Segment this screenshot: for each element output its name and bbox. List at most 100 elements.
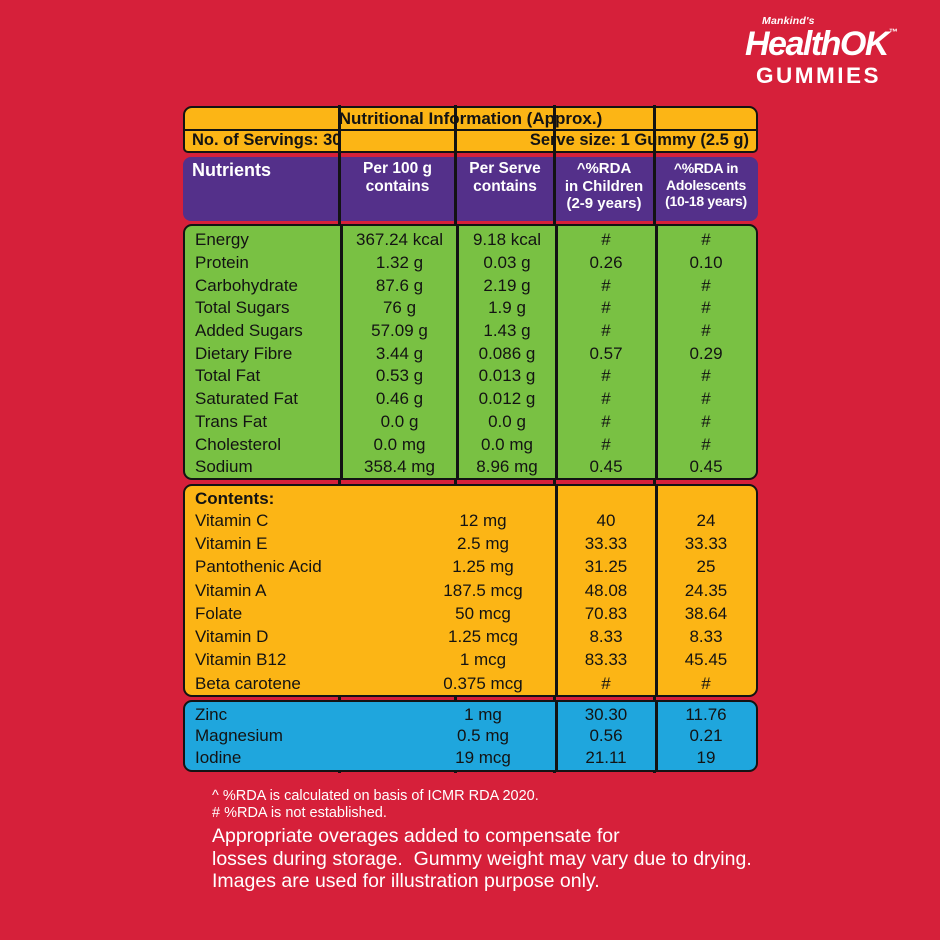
rda-adolescents-value: 0.29 bbox=[689, 343, 723, 363]
brand-logo: Mankind's HealthOK™ GUMMIES bbox=[745, 15, 940, 89]
amount-value: 50 mcg bbox=[455, 603, 511, 623]
amount-value: 12 mg bbox=[459, 510, 507, 530]
amount-value: 0.5 mg bbox=[457, 726, 509, 746]
header-line: contains bbox=[365, 178, 430, 196]
rda-children-value: 70.83 bbox=[584, 603, 628, 623]
rda-source-note: ^ %RDA is calculated on basis of ICMR RD… bbox=[212, 788, 539, 804]
header-line: ^%RDA in bbox=[673, 160, 739, 176]
content-row: Pantothenic Acid 1.25 mg 31.25 25 bbox=[185, 556, 756, 579]
rda-children-value: # bbox=[601, 434, 611, 454]
rda-adolescents-value: 11.76 bbox=[685, 704, 727, 724]
rda-children-value: # bbox=[601, 298, 611, 318]
column-divider bbox=[655, 701, 658, 771]
rda-adolescents-value: # bbox=[701, 434, 711, 454]
amount-value: 1 mcg bbox=[459, 650, 507, 670]
brand-tagline: Mankind's bbox=[762, 15, 815, 27]
footnotes: ^ %RDA is calculated on basis of ICMR RD… bbox=[212, 788, 752, 893]
rda-adolescents-value: # bbox=[701, 298, 711, 318]
nutrients-section-rows: Energy 367.24 kcal 9.18 kcal # # Protein 1.32 … bbox=[185, 229, 756, 479]
mineral-row: Iodine 19 mcg 21.11 19 bbox=[185, 747, 756, 769]
rda-adolescents-value: 0.45 bbox=[689, 457, 723, 477]
per-serve-value: 0.03 g bbox=[483, 253, 531, 273]
per-100g-value: 57.09 g bbox=[371, 321, 428, 341]
per-serve-value: 8.96 mg bbox=[476, 457, 538, 477]
content-row: Vitamin A 187.5 mcg 48.08 24.35 bbox=[185, 579, 756, 602]
column-header-per-serve: Per Serve contains bbox=[456, 157, 554, 221]
nutrient-name: Carbohydrate bbox=[195, 275, 299, 295]
nutrient-name: Saturated Fat bbox=[195, 389, 299, 409]
content-name: Iodine bbox=[195, 747, 242, 767]
nutrient-name: Cholesterol bbox=[195, 434, 281, 454]
per-serve-value: 1.9 g bbox=[488, 298, 526, 318]
rda-children-value: # bbox=[601, 230, 611, 250]
mineral-row: Magnesium 0.5 mg 0.56 0.21 bbox=[185, 726, 756, 748]
nutrient-name: Added Sugars bbox=[195, 321, 303, 341]
content-name: Pantothenic Acid bbox=[195, 557, 322, 577]
amount-value: 1.25 mg bbox=[452, 557, 514, 577]
rda-children-value: 0.26 bbox=[589, 253, 623, 273]
nutrient-name: Energy bbox=[195, 230, 249, 250]
servings-row: No. of Servings: 30 Serve size: 1 Gummy … bbox=[185, 129, 756, 150]
overages-disclaimer-line-1: Appropriate overages added to compensate… bbox=[212, 825, 620, 847]
rda-children-value: 31.25 bbox=[584, 557, 628, 577]
column-divider bbox=[555, 225, 558, 479]
brand-name-text: HealthOK bbox=[745, 25, 889, 63]
per-100g-value: 76 g bbox=[382, 298, 417, 318]
rda-adolescents-value: 8.33 bbox=[689, 627, 723, 647]
nutrition-table: Nutritional Information (Approx.) No. of… bbox=[183, 105, 758, 773]
nutrient-row: Protein 1.32 g 0.03 g 0.26 0.10 bbox=[185, 252, 756, 275]
column-divider bbox=[340, 225, 343, 479]
contents-section: Contents: Vitamin C 12 mg 40 24 Vitamin E 2.5… bbox=[183, 484, 758, 697]
rda-adolescents-value: # bbox=[701, 275, 711, 295]
rda-adolescents-value: # bbox=[701, 389, 711, 409]
rda-children-value: # bbox=[601, 673, 611, 693]
nutrient-name: Trans Fat bbox=[195, 411, 268, 431]
minerals-section-rows: Zinc 1 mg 30.30 11.76 Magnesium 0.5 mg 0.56 0.2… bbox=[185, 704, 756, 769]
rda-not-established-note: # %RDA is not established. bbox=[212, 804, 387, 821]
title-block: Nutritional Information (Approx.) No. of… bbox=[183, 106, 758, 153]
per-serve-value: 0.012 g bbox=[478, 389, 536, 409]
column-divider bbox=[555, 485, 558, 696]
column-divider bbox=[655, 485, 658, 696]
per-100g-value: 0.53 g bbox=[375, 366, 424, 386]
table-title: Nutritional Information (Approx.) bbox=[338, 108, 603, 128]
per-serve-value: 0.086 g bbox=[478, 343, 536, 363]
nutrient-row: Dietary Fibre 3.44 g 0.086 g 0.57 0.29 bbox=[185, 342, 756, 365]
content-row: Vitamin D 1.25 mcg 8.33 8.33 bbox=[185, 625, 756, 648]
rda-adolescents-value: # bbox=[701, 673, 711, 693]
rda-adolescents-value: 38.64 bbox=[684, 603, 728, 623]
per-100g-value: 0.0 g bbox=[380, 411, 419, 431]
mineral-row: Zinc 1 mg 30.30 11.76 bbox=[185, 704, 756, 726]
header-line: Adolescents bbox=[666, 176, 746, 193]
nutrient-name: Sodium bbox=[195, 457, 253, 477]
content-row: Vitamin E 2.5 mg 33.33 33.33 bbox=[185, 532, 756, 555]
content-row: Vitamin C 12 mg 40 24 bbox=[185, 509, 756, 532]
rda-children-value: 30.30 bbox=[584, 704, 628, 724]
nutrient-row: Sodium 358.4 mg 8.96 mg 0.45 0.45 bbox=[185, 456, 756, 479]
rda-adolescents-value: # bbox=[701, 366, 711, 386]
content-row: Beta carotene 0.375 mcg # # bbox=[185, 672, 756, 695]
per-serve-value: 0.0 g bbox=[488, 411, 526, 431]
column-divider bbox=[655, 225, 658, 479]
rda-children-value: 48.08 bbox=[584, 580, 628, 600]
column-header-rda-adolescents: ^%RDA in Adolescents (10-18 years) bbox=[654, 157, 758, 221]
amount-value: 1.25 mcg bbox=[448, 627, 518, 647]
brand-product: GUMMIES bbox=[756, 63, 882, 88]
content-name: Zinc bbox=[195, 704, 228, 724]
header-line: in Children bbox=[564, 177, 644, 195]
rda-children-value: 0.57 bbox=[589, 343, 623, 363]
brand-name: HealthOK™ bbox=[745, 27, 940, 61]
column-header-nutrients: Nutrients bbox=[192, 160, 272, 180]
header-line: (2-9 years) bbox=[566, 195, 642, 213]
per-100g-value: 0.0 mg bbox=[373, 434, 426, 454]
rda-children-value: # bbox=[601, 366, 611, 386]
amount-value: 19 mcg bbox=[455, 747, 511, 767]
minerals-section: Zinc 1 mg 30.30 11.76 Magnesium 0.5 mg 0.56 0.2… bbox=[183, 700, 758, 772]
rda-children-value: 0.45 bbox=[589, 457, 623, 477]
header-line: Per Serve bbox=[469, 160, 541, 177]
trademark-symbol: ™ bbox=[888, 27, 898, 37]
content-name: Magnesium bbox=[195, 726, 283, 746]
column-header-rda-children: ^%RDA in Children (2-9 years) bbox=[554, 157, 654, 221]
rda-children-value: 8.33 bbox=[589, 627, 623, 647]
per-100g-value: 3.44 g bbox=[375, 343, 424, 363]
